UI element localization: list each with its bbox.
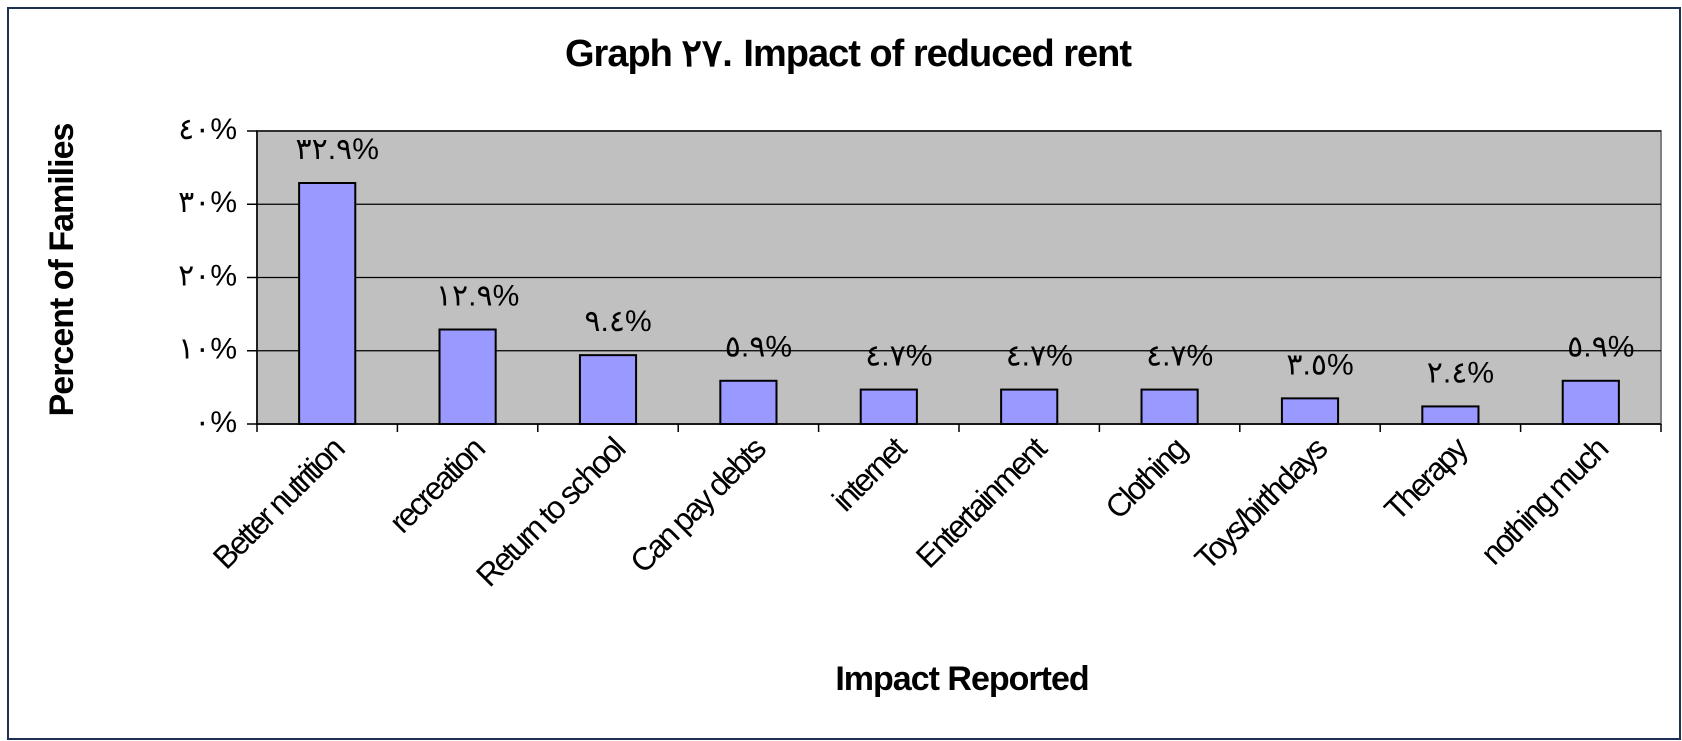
bar [1561,379,1620,425]
data-label: ٩.٤% [584,305,651,338]
y-tick-label: ٠% [194,406,237,439]
data-label: ٤.٧% [1006,339,1073,372]
data-label: ٤.٧% [1146,339,1213,372]
y-axis-label: Percent of Families [43,124,81,417]
data-label: ١٢.٩% [436,279,519,312]
data-label: ٥.٩% [725,331,792,364]
bar [298,182,357,425]
bar [719,379,778,425]
data-label: ٣.٥% [1286,348,1353,381]
data-label: ٢.٤% [1427,356,1494,389]
x-axis-label: Impact Reported [835,660,1088,698]
chart-title: Graph ٢٧. Impact of reduced rent [565,33,1132,75]
bar [1421,405,1480,426]
y-tick-label: ١٠% [178,333,237,366]
data-label: ٤.٧% [865,339,932,372]
bar [859,388,918,426]
bar [578,354,638,425]
y-tick-label: ٤٠% [178,113,237,146]
bar [1140,388,1199,426]
y-tick-label: ٢٠% [178,259,237,292]
y-tick-label: ٣٠% [178,186,237,219]
bar [1280,397,1340,425]
bar [438,328,497,426]
bar [1000,388,1059,426]
data-label: ٣٢.٩% [296,133,379,166]
data-label: ٥.٩% [1567,331,1634,364]
